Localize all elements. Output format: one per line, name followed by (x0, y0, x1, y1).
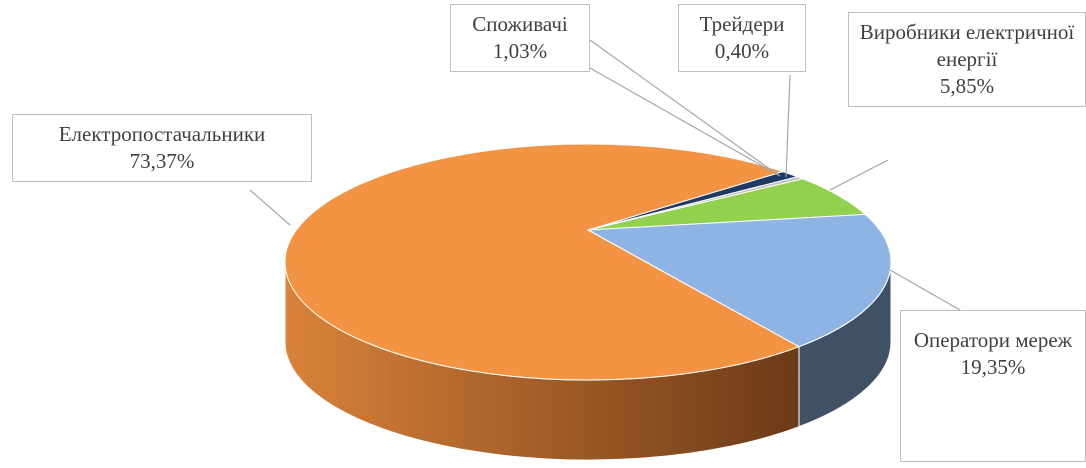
label-value: 0,40% (714, 39, 770, 63)
slice (586, 213, 892, 348)
data-label: Електропостачальники 73,37% (12, 114, 312, 182)
label-value: 19,35% (960, 355, 1026, 379)
data-label: Виробники електричної енергії 5,85% (848, 12, 1086, 107)
data-label: Споживачі 1,03% (450, 4, 590, 72)
label-value: 1,03% (492, 39, 548, 63)
leader-lines (249, 39, 961, 311)
label-category: Виробники електричної енергії (859, 20, 1075, 71)
label-category: Трейдери (699, 12, 785, 36)
label-category: Споживачі (472, 12, 568, 36)
label-category: Електропостачальники (58, 122, 266, 146)
label-category: Оператори мереж (913, 328, 1073, 352)
label-value: 5,85% (939, 74, 995, 98)
slice (284, 143, 801, 381)
label-value: 73,37% (129, 149, 195, 173)
data-label: Оператори мереж 19,35% (900, 310, 1086, 462)
data-label: Трейдери 0,40% (678, 4, 806, 72)
